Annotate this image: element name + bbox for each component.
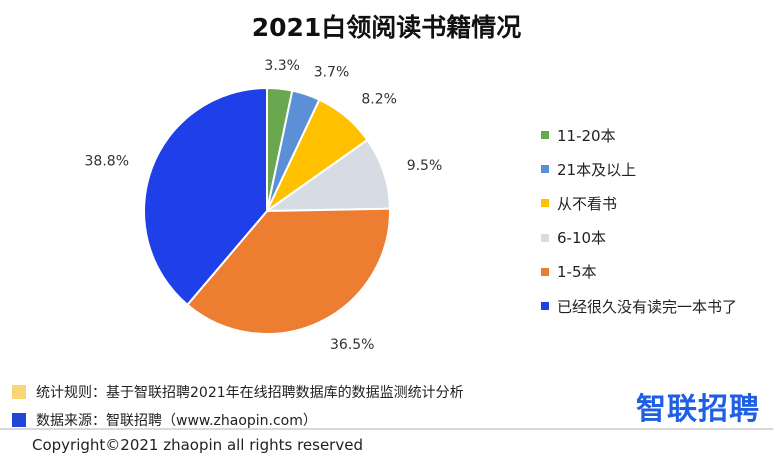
legend-label: 从不看书 [557, 194, 618, 213]
legend-swatch [541, 302, 549, 311]
legend-label: 11-20本 [557, 126, 616, 145]
legend-swatch [541, 267, 549, 276]
note-swatch-blue [12, 413, 26, 427]
footnotes: 统计规则：基于智联招聘2021年在线招聘数据库的数据监测统计分析 数据来源：智联… [12, 378, 464, 434]
legend-item-3: 6-10本 [541, 221, 737, 255]
pie-slice-5 [143, 86, 268, 307]
pie-data-label-1: 3.7% [314, 65, 350, 81]
copyright-text: Copyright©2021 zhaopin all rights reserv… [32, 436, 363, 454]
note-swatch-yellow [12, 385, 26, 399]
pie-data-label-4: 36.5% [330, 337, 374, 353]
note-data-source-text: 数据来源：智联招聘（www.zhaopin.com） [36, 413, 317, 429]
legend-swatch [541, 131, 549, 140]
note-data-source: 数据来源：智联招聘（www.zhaopin.com） [12, 406, 464, 434]
note-statistics-rule-text: 统计规则：基于智联招聘2021年在线招聘数据库的数据监测统计分析 [36, 385, 464, 401]
pie-data-label-0: 3.3% [264, 58, 300, 74]
legend-item-5: 已经很久没有读完一本书了 [541, 289, 737, 323]
legend-label: 6-10本 [557, 229, 607, 248]
legend-swatch [541, 233, 549, 242]
pie-data-label-3: 9.5% [407, 158, 443, 174]
legend-label: 1-5本 [557, 263, 597, 282]
legend-swatch [541, 165, 549, 174]
legend-label: 已经很久没有读完一本书了 [557, 297, 738, 316]
pie-slice-4 [185, 207, 391, 335]
legend-swatch [541, 199, 549, 208]
legend-label: 21本及以上 [557, 160, 637, 179]
legend-item-0: 11-20本 [541, 118, 737, 152]
chart-title: 2021白领阅读书籍情况 [251, 13, 522, 42]
pie-data-label-5: 38.8% [85, 153, 129, 169]
legend-item-2: 从不看书 [541, 186, 737, 220]
legend-item-4: 1-5本 [541, 255, 737, 289]
chart-legend: 11-20本 21本及以上 从不看书 6-10本 1-5本已经很久没有读完一本书了 [541, 118, 737, 323]
footer-divider [0, 428, 773, 430]
pie-data-label-2: 8.2% [361, 91, 397, 107]
legend-item-1: 21本及以上 [541, 152, 737, 186]
note-statistics-rule: 统计规则：基于智联招聘2021年在线招聘数据库的数据监测统计分析 [12, 378, 464, 406]
zhaopin-logo: 智联招聘 [636, 392, 760, 427]
